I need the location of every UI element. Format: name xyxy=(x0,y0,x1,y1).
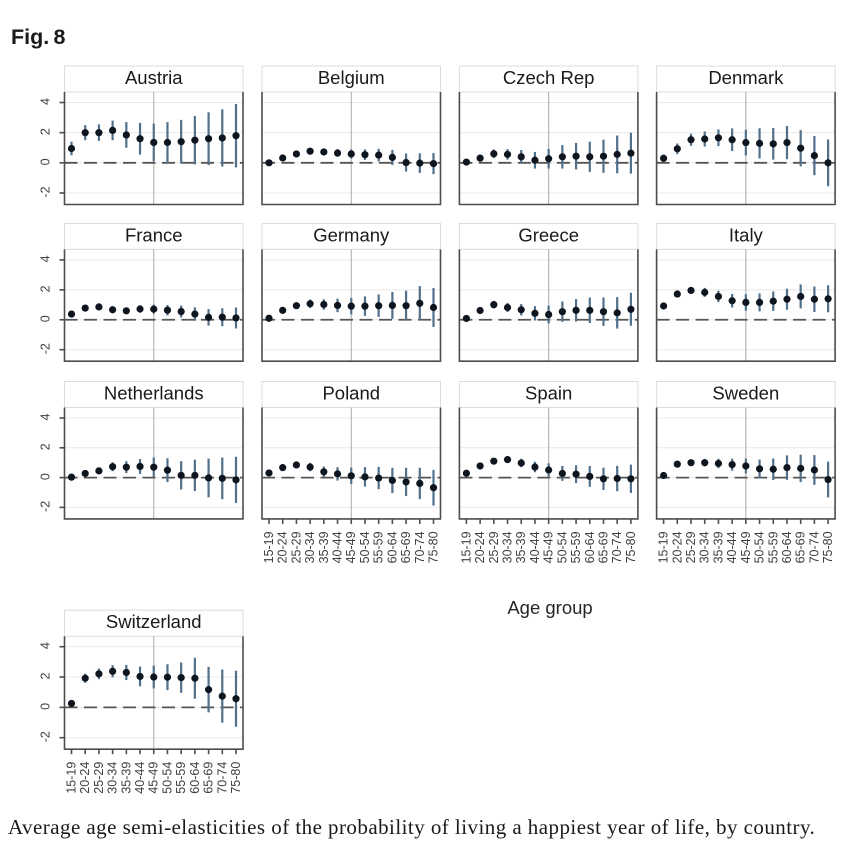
svg-text:35-39: 35-39 xyxy=(711,531,725,563)
svg-text:70-74: 70-74 xyxy=(215,762,229,794)
svg-text:55-59: 55-59 xyxy=(372,531,386,563)
svg-text:25-29: 25-29 xyxy=(92,762,106,794)
svg-text:0: 0 xyxy=(39,158,53,165)
svg-text:75-80: 75-80 xyxy=(624,531,638,563)
svg-text:0: 0 xyxy=(39,703,53,710)
svg-text:Poland: Poland xyxy=(322,383,380,404)
svg-text:-2: -2 xyxy=(39,343,53,354)
svg-text:-2: -2 xyxy=(39,501,53,512)
svg-text:4: 4 xyxy=(39,642,53,649)
svg-text:35-39: 35-39 xyxy=(119,762,133,794)
svg-text:15-19: 15-19 xyxy=(262,531,276,563)
svg-text:40-44: 40-44 xyxy=(133,762,147,794)
svg-text:30-34: 30-34 xyxy=(501,531,515,563)
svg-text:4: 4 xyxy=(39,413,53,420)
svg-text:45-49: 45-49 xyxy=(542,531,556,563)
svg-text:50-54: 50-54 xyxy=(358,531,372,563)
svg-text:20-24: 20-24 xyxy=(670,531,684,563)
svg-text:Switzerland: Switzerland xyxy=(106,611,202,632)
svg-text:15-19: 15-19 xyxy=(657,531,671,563)
svg-text:40-44: 40-44 xyxy=(528,531,542,563)
svg-text:50-54: 50-54 xyxy=(555,531,569,563)
svg-text:0: 0 xyxy=(39,315,53,322)
svg-text:Greece: Greece xyxy=(518,224,579,245)
svg-text:35-39: 35-39 xyxy=(514,531,528,563)
svg-text:70-74: 70-74 xyxy=(413,531,427,563)
svg-text:65-69: 65-69 xyxy=(202,762,216,794)
svg-text:75-80: 75-80 xyxy=(821,531,835,563)
svg-text:-2: -2 xyxy=(39,731,53,742)
svg-text:Denmark: Denmark xyxy=(708,67,784,88)
svg-text:65-69: 65-69 xyxy=(399,531,413,563)
svg-text:25-29: 25-29 xyxy=(684,531,698,563)
svg-text:25-29: 25-29 xyxy=(289,531,303,563)
svg-text:55-59: 55-59 xyxy=(569,531,583,563)
svg-text:15-19: 15-19 xyxy=(65,762,79,794)
svg-text:2: 2 xyxy=(39,285,53,292)
svg-text:0: 0 xyxy=(39,473,53,480)
svg-text:15-19: 15-19 xyxy=(459,531,473,563)
svg-text:Germany: Germany xyxy=(313,224,390,245)
svg-text:55-59: 55-59 xyxy=(174,762,188,794)
svg-text:Age group: Age group xyxy=(507,597,592,618)
svg-text:2: 2 xyxy=(39,673,53,680)
svg-text:65-69: 65-69 xyxy=(596,531,610,563)
svg-text:65-69: 65-69 xyxy=(794,531,808,563)
svg-text:60-64: 60-64 xyxy=(780,531,794,563)
svg-text:4: 4 xyxy=(39,255,53,262)
svg-text:50-54: 50-54 xyxy=(160,762,174,794)
svg-text:Spain: Spain xyxy=(525,383,572,404)
svg-text:2: 2 xyxy=(39,128,53,135)
svg-text:60-64: 60-64 xyxy=(583,531,597,563)
svg-text:45-49: 45-49 xyxy=(147,762,161,794)
svg-text:20-24: 20-24 xyxy=(78,762,92,794)
svg-text:60-64: 60-64 xyxy=(188,762,202,794)
svg-text:20-24: 20-24 xyxy=(276,531,290,563)
svg-text:30-34: 30-34 xyxy=(303,531,317,563)
svg-text:75-80: 75-80 xyxy=(427,531,441,563)
svg-text:30-34: 30-34 xyxy=(106,762,120,794)
svg-text:25-29: 25-29 xyxy=(487,531,501,563)
svg-text:20-24: 20-24 xyxy=(473,531,487,563)
svg-text:75-80: 75-80 xyxy=(229,762,243,794)
svg-text:45-49: 45-49 xyxy=(344,531,358,563)
svg-text:40-44: 40-44 xyxy=(331,531,345,563)
svg-text:30-34: 30-34 xyxy=(698,531,712,563)
svg-text:Italy: Italy xyxy=(729,224,764,245)
svg-text:60-64: 60-64 xyxy=(385,531,399,563)
svg-text:Austria: Austria xyxy=(125,67,183,88)
svg-text:40-44: 40-44 xyxy=(725,531,739,563)
svg-text:70-74: 70-74 xyxy=(807,531,821,563)
svg-text:50-54: 50-54 xyxy=(753,531,767,563)
svg-text:Belgium: Belgium xyxy=(318,67,385,88)
svg-text:55-59: 55-59 xyxy=(766,531,780,563)
svg-text:4: 4 xyxy=(39,98,53,105)
svg-text:Netherlands: Netherlands xyxy=(104,383,204,404)
svg-text:35-39: 35-39 xyxy=(317,531,331,563)
svg-text:70-74: 70-74 xyxy=(610,531,624,563)
svg-text:France: France xyxy=(125,224,183,245)
svg-text:45-49: 45-49 xyxy=(739,531,753,563)
svg-text:Sweden: Sweden xyxy=(712,383,779,404)
svg-text:2: 2 xyxy=(39,443,53,450)
svg-text:-2: -2 xyxy=(39,186,53,197)
svg-text:Czech Rep: Czech Rep xyxy=(503,67,595,88)
